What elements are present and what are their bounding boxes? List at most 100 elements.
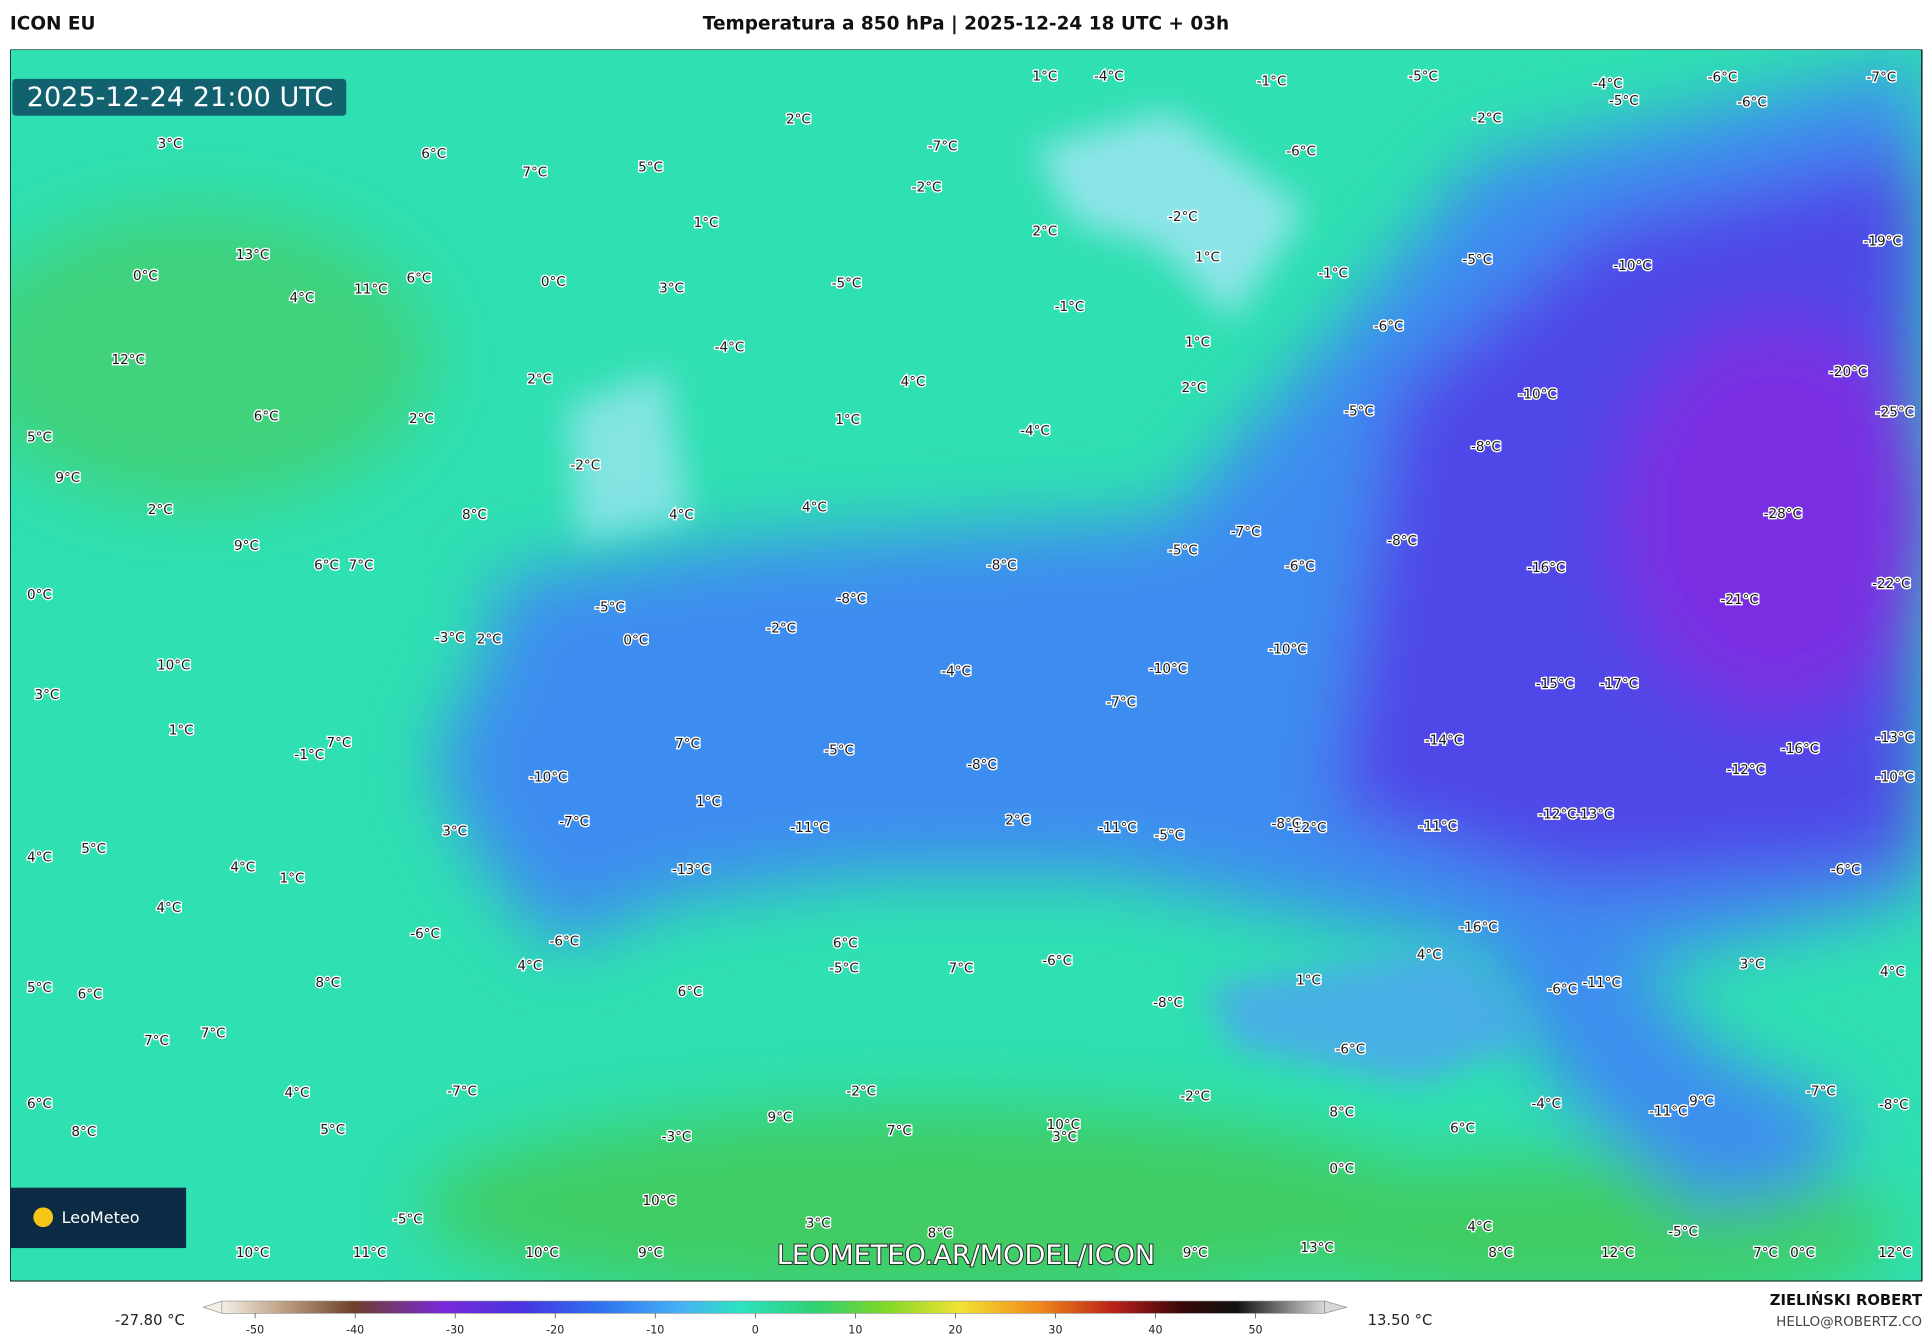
temperature-label: -2°C — [1180, 1089, 1210, 1105]
temperature-label: 4°C — [1467, 1219, 1492, 1235]
temperature-label: 10°C — [642, 1193, 675, 1209]
temperature-label: 2°C — [786, 112, 811, 128]
temperature-label: 1°C — [1296, 973, 1321, 989]
temperature-label: 6°C — [833, 936, 858, 952]
temperature-label: -25°C — [1876, 405, 1914, 421]
temperature-label: 7°C — [522, 164, 547, 180]
temperature-label: -21°C — [1721, 592, 1759, 608]
temperature-label: 5°C — [320, 1122, 345, 1138]
temperature-labels: 3°C 6°C 7°C 5°C 2°C 1°C 13°C 0°C 6°C 4°C 11°C 0°C 3°… — [26, 67, 1916, 1262]
temperature-label: -6°C — [549, 933, 579, 949]
temperature-label: -22°C — [1872, 576, 1910, 592]
temperature-label: -6°C — [1737, 94, 1767, 110]
temperature-label: 7°C — [201, 1026, 226, 1042]
temperature-label: -2°C — [1472, 110, 1502, 126]
colorbar-tick-label: 10 — [848, 1324, 862, 1337]
temperature-label: 4°C — [517, 958, 542, 974]
temperature-label: 8°C — [1488, 1245, 1513, 1261]
temperature-label: -7°C — [559, 814, 589, 830]
temperature-label: 0°C — [541, 274, 566, 290]
temperature-label: 1°C — [280, 870, 305, 886]
temperature-label: -15°C — [1536, 676, 1574, 692]
temperature-label: 2°C — [409, 411, 434, 427]
temperature-label: -4°C — [1531, 1096, 1561, 1112]
temperature-label: 9°C — [1689, 1093, 1714, 1109]
temperature-label: -7°C — [1806, 1084, 1836, 1100]
temperature-label: -7°C — [447, 1084, 477, 1100]
temperature-label: 12°C — [1878, 1245, 1911, 1261]
temperature-label: -4°C — [1094, 68, 1124, 84]
temperature-label: -13°C — [672, 862, 710, 878]
temperature-label: -5°C — [1344, 404, 1374, 420]
temperature-label: -20°C — [1829, 364, 1867, 380]
temperature-label: -12°C — [1538, 806, 1576, 822]
temperature-label: 8°C — [928, 1225, 953, 1241]
temperature-label: -8°C — [1387, 533, 1417, 549]
colorbar-min: -27.80 °C — [115, 1312, 185, 1329]
temperature-label: 2°C — [527, 371, 552, 387]
colorbar-tick-label: 30 — [1048, 1324, 1062, 1337]
temperature-label: 2°C — [1032, 224, 1057, 240]
temperature-label: -5°C — [393, 1212, 423, 1228]
map-title: Temperatura a 850 hPa | 2025-12-24 18 UT… — [703, 14, 1229, 35]
temperature-label: 0°C — [133, 268, 158, 284]
temperature-label: 1°C — [694, 215, 719, 231]
temperature-label: -6°C — [1336, 1042, 1366, 1058]
temperature-label: 3°C — [158, 136, 183, 152]
temperature-label: -6°C — [1374, 318, 1404, 334]
temperature-label: 0°C — [1790, 1245, 1815, 1261]
temperature-label: -4°C — [715, 339, 745, 355]
temperature-label: -12°C — [1727, 762, 1765, 778]
colorbar-tick-label: -40 — [346, 1324, 364, 1337]
temperature-label: -6°C — [1547, 981, 1577, 997]
temperature-label: 9°C — [768, 1109, 793, 1125]
colorbar-tick-label: -50 — [246, 1324, 264, 1337]
temperature-label: -14°C — [1425, 732, 1463, 748]
temperature-label: 10°C — [236, 1245, 269, 1261]
temperature-label: 0°C — [27, 587, 52, 603]
temperature-label: -8°C — [1879, 1097, 1909, 1113]
temperature-label: -4°C — [1020, 423, 1050, 439]
temperature-label: 6°C — [78, 986, 103, 1002]
temperature-label: 6°C — [314, 558, 339, 574]
temperature-label: 4°C — [901, 374, 926, 390]
temperature-label: 3°C — [1740, 957, 1765, 973]
temperature-label: -6°C — [1042, 953, 1072, 969]
temperature-label: 4°C — [289, 290, 314, 306]
temperature-label: -1°C — [1055, 299, 1085, 315]
colorbar-tick-label: 20 — [948, 1324, 962, 1337]
temperature-label: -11°C — [1098, 820, 1136, 836]
temperature-label: 2°C — [477, 631, 502, 647]
temperature-label: 4°C — [156, 900, 181, 916]
temperature-label: -11°C — [1419, 819, 1457, 835]
temperature-label: 4°C — [230, 859, 255, 875]
temperature-label: -7°C — [1231, 524, 1261, 540]
temperature-label: -28°C — [1764, 506, 1802, 522]
temperature-label: 7°C — [326, 735, 351, 751]
temperature-label: 10°C — [157, 657, 190, 673]
snow-bands — [566, 110, 1541, 1085]
temperature-label: 1°C — [1032, 68, 1057, 84]
temperature-label: -8°C — [967, 757, 997, 773]
temperature-label: 1°C — [1195, 249, 1220, 265]
temperature-label: 12°C — [1601, 1245, 1634, 1261]
temperature-label: -11°C — [1583, 975, 1621, 991]
temperature-label: 5°C — [638, 160, 663, 176]
temperature-label: 11°C — [353, 1245, 386, 1261]
temperature-label: -5°C — [595, 599, 625, 615]
temperature-label: -5°C — [829, 960, 859, 976]
colorbar-tick-label: 50 — [1248, 1324, 1262, 1337]
temperature-label: 0°C — [1329, 1161, 1354, 1177]
email: HELLO@ROBERTZ.CO — [1776, 1314, 1922, 1330]
temperature-label: 9°C — [55, 470, 80, 486]
temperature-label: 9°C — [1183, 1245, 1208, 1261]
watermark: LEOMETEO.AR/MODEL/ICON — [777, 1240, 1155, 1271]
temperature-label: 6°C — [27, 1096, 52, 1112]
temperature-label: -5°C — [1168, 543, 1198, 559]
temperature-label: 7°C — [349, 558, 374, 574]
temperature-label: 1°C — [1185, 335, 1210, 351]
temperature-label: 3°C — [442, 824, 467, 840]
temperature-label: -8°C — [1471, 439, 1501, 455]
temperature-label: -5°C — [1668, 1224, 1698, 1240]
